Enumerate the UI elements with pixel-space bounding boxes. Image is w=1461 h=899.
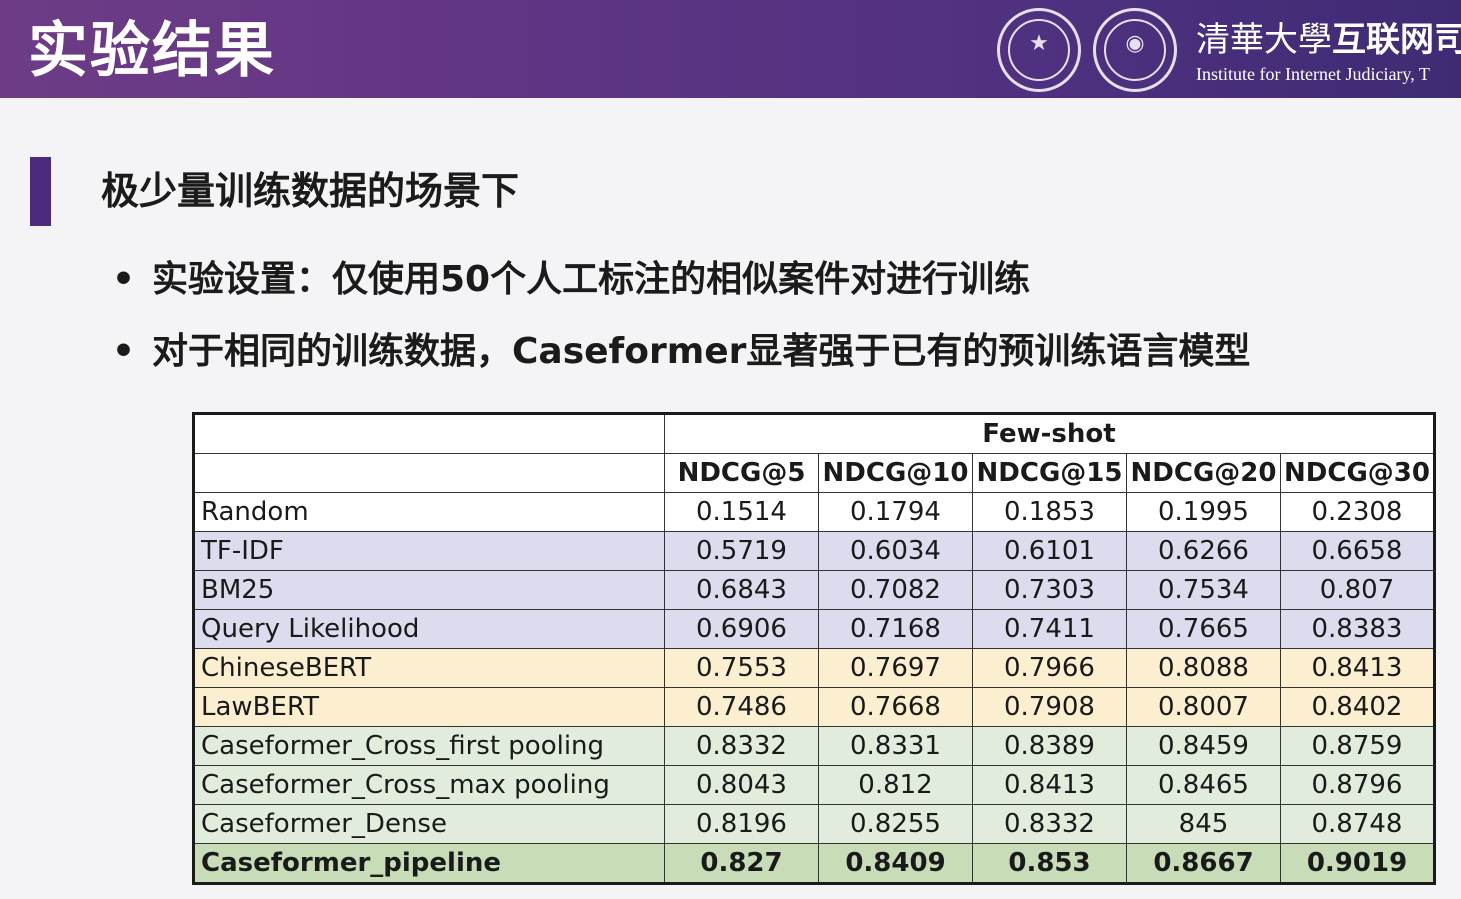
table-cell: 0.6658	[1280, 531, 1435, 571]
table-cell: 0.9019	[1280, 843, 1435, 884]
table-cell: 0.8331	[818, 726, 973, 766]
table-cell: 0.8459	[1126, 726, 1281, 766]
table-cell: 0.7908	[972, 687, 1127, 727]
table-row-best: Caseformer_pipeline 0.827 0.8409 0.853 0…	[193, 843, 1435, 884]
table-cell: 0.8332	[972, 804, 1127, 844]
table-row: Caseformer_Dense 0.8196 0.8255 0.8332 84…	[193, 804, 1435, 844]
row-label: Caseformer_Dense	[193, 804, 665, 844]
table-cell: 0.812	[818, 765, 973, 805]
bullet-text: 对于相同的训练数据，Caseformer显著强于已有的预训练语言模型	[152, 331, 1251, 372]
table-cell: 0.7665	[1126, 609, 1281, 649]
bullet-text: 实验设置：仅使用50个人工标注的相似案件对进行训练	[152, 259, 1031, 300]
section-accent-bar	[30, 157, 51, 226]
table-row: Caseformer_Cross_max pooling 0.8043 0.81…	[193, 765, 1435, 805]
table-cell: 0.6034	[818, 531, 973, 571]
institute-name-cn: 清華大學互联网司	[1196, 12, 1461, 61]
table-cell: 0.6101	[972, 531, 1127, 571]
row-label: Caseformer_Cross_first pooling	[193, 726, 665, 766]
table-cell: 0.7697	[818, 648, 973, 688]
table-cell: 0.8796	[1280, 765, 1435, 805]
column-header: NDCG@20	[1126, 453, 1281, 493]
table-cell: 0.8409	[818, 843, 973, 884]
header-banner: 实验结果 ★ ◉ 清華大學互联网司 Institute for Internet…	[0, 0, 1461, 98]
table-cell: 0.8332	[664, 726, 819, 766]
bullet-dot: •	[112, 259, 136, 300]
table-cell: 0.8255	[818, 804, 973, 844]
table-cell: 0.6266	[1126, 531, 1281, 571]
institute-seal-icon: ◉	[1093, 8, 1177, 92]
row-label: ChineseBERT	[193, 648, 665, 688]
table-cell: 0.7534	[1126, 570, 1281, 610]
table-cell: 0.8667	[1126, 843, 1281, 884]
table-cell: 0.8413	[972, 765, 1127, 805]
bullet-dot: •	[112, 331, 136, 372]
table-cell: 0.807	[1280, 570, 1435, 610]
table-column-header-row: NDCG@5 NDCG@10 NDCG@15 NDCG@20 NDCG@30	[193, 453, 1435, 493]
table-cell: 0.1514	[664, 492, 819, 532]
table-cell: 0.8413	[1280, 648, 1435, 688]
institute-cn-label: 互联网司	[1332, 20, 1461, 60]
table-cell: 0.5719	[664, 531, 819, 571]
corner-cell	[193, 413, 665, 454]
table-cell: 0.7966	[972, 648, 1127, 688]
row-label: Random	[193, 492, 665, 532]
table-cell: 0.7553	[664, 648, 819, 688]
table-cell: 0.8759	[1280, 726, 1435, 766]
table-row: LawBERT 0.7486 0.7668 0.7908 0.8007 0.84…	[193, 687, 1435, 727]
table-row: BM25 0.6843 0.7082 0.7303 0.7534 0.807	[193, 570, 1435, 610]
table-cell: 0.8196	[664, 804, 819, 844]
table-cell: 0.6906	[664, 609, 819, 649]
table-cell: 0.8007	[1126, 687, 1281, 727]
bullet-item: • 对于相同的训练数据，Caseformer显著强于已有的预训练语言模型	[112, 322, 1250, 374]
table-cell: 0.8088	[1126, 648, 1281, 688]
table-cell: 0.8402	[1280, 687, 1435, 727]
results-table: Few-shot NDCG@5 NDCG@10 NDCG@15 NDCG@20 …	[192, 412, 1436, 885]
table-group-header-row: Few-shot	[193, 413, 1435, 454]
table-row: Random 0.1514 0.1794 0.1853 0.1995 0.230…	[193, 492, 1435, 532]
institute-name-en: Institute for Internet Judiciary, T	[1196, 64, 1430, 84]
column-header: NDCG@5	[664, 453, 819, 493]
table-cell: 0.8383	[1280, 609, 1435, 649]
table-cell: 0.2308	[1280, 492, 1435, 532]
table-cell: 0.8389	[972, 726, 1127, 766]
bullet-item: • 实验设置：仅使用50个人工标注的相似案件对进行训练	[112, 250, 1030, 302]
table-row: Query Likelihood 0.6906 0.7168 0.7411 0.…	[193, 609, 1435, 649]
university-script: 清華大學	[1196, 20, 1332, 60]
table-cell: 0.1995	[1126, 492, 1281, 532]
table-row: TF-IDF 0.5719 0.6034 0.6101 0.6266 0.665…	[193, 531, 1435, 571]
row-label: Query Likelihood	[193, 609, 665, 649]
table-cell: 0.7411	[972, 609, 1127, 649]
row-label: Caseformer_pipeline	[193, 843, 665, 884]
table-cell: 0.853	[972, 843, 1127, 884]
row-label: TF-IDF	[193, 531, 665, 571]
row-label: BM25	[193, 570, 665, 610]
column-header: NDCG@10	[818, 453, 973, 493]
table-cell: 0.7168	[818, 609, 973, 649]
table-cell: 0.7668	[818, 687, 973, 727]
slide-title: 实验结果	[28, 16, 276, 86]
table-cell: 845	[1126, 804, 1281, 844]
table-cell: 0.6843	[664, 570, 819, 610]
table-cell: 0.8043	[664, 765, 819, 805]
table-cell: 0.8465	[1126, 765, 1281, 805]
table-cell: 0.8748	[1280, 804, 1435, 844]
table-cell: 0.7303	[972, 570, 1127, 610]
column-header: NDCG@15	[972, 453, 1127, 493]
tsinghua-seal-icon: ★	[997, 8, 1081, 92]
table-cell: 0.1794	[818, 492, 973, 532]
table-cell: 0.7486	[664, 687, 819, 727]
row-label: LawBERT	[193, 687, 665, 727]
corner-cell	[193, 453, 665, 493]
group-header: Few-shot	[664, 413, 1435, 454]
table-row: ChineseBERT 0.7553 0.7697 0.7966 0.8088 …	[193, 648, 1435, 688]
table-cell: 0.7082	[818, 570, 973, 610]
table-row: Caseformer_Cross_first pooling 0.8332 0.…	[193, 726, 1435, 766]
section-heading: 极少量训练数据的场景下	[101, 169, 520, 213]
row-label: Caseformer_Cross_max pooling	[193, 765, 665, 805]
table-cell: 0.1853	[972, 492, 1127, 532]
table-cell: 0.827	[664, 843, 819, 884]
column-header: NDCG@30	[1280, 453, 1435, 493]
